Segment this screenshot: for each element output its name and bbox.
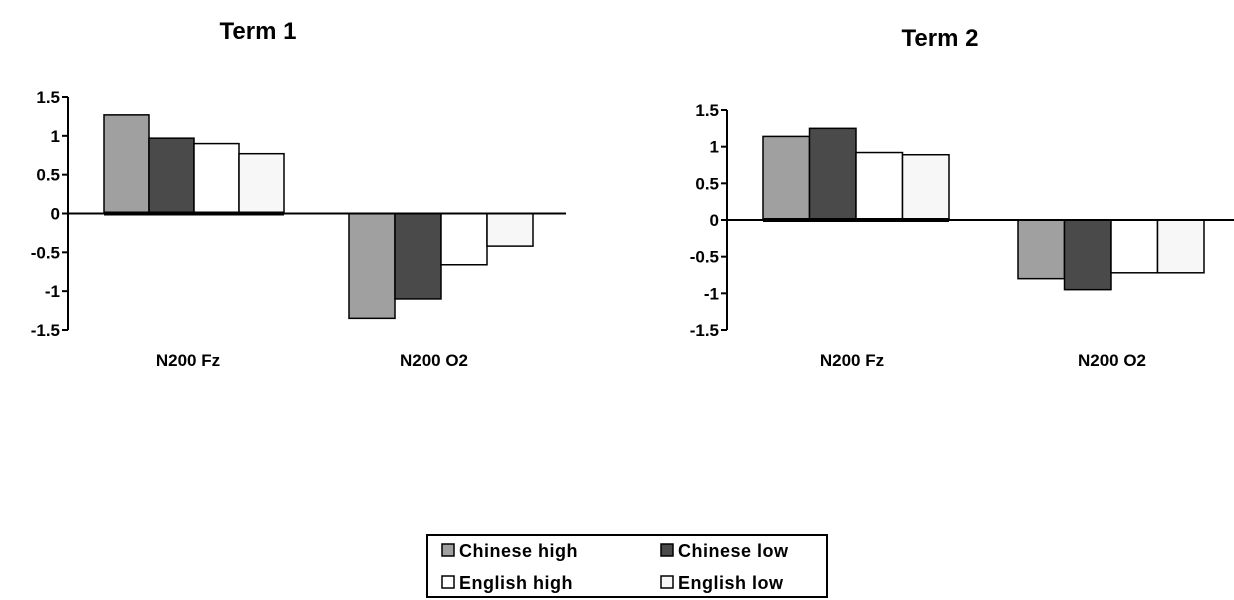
legend-swatch-chinese-low — [660, 543, 674, 557]
bar-chinese-low-1 — [808, 127, 857, 221]
bar-chinese-low-2 — [1063, 219, 1112, 291]
legend-label: Chinese low — [678, 541, 789, 561]
legend-label: Chinese high — [459, 541, 578, 561]
bar-chinese-low-1 — [148, 137, 195, 215]
y-tick-label: -1.5 — [31, 321, 60, 340]
bar-chinese-high-2 — [1017, 219, 1066, 280]
category-label: N200 O2 — [1078, 351, 1146, 370]
bar-chinese-high-1 — [762, 135, 811, 221]
bar-english-low-1 — [901, 153, 950, 221]
chart-title: Term 1 — [220, 18, 297, 45]
y-tick-label: -1 — [45, 282, 60, 301]
legend-label: English low — [678, 573, 784, 593]
y-tick-label: 0 — [710, 211, 719, 230]
y-tick-label: 1.5 — [36, 88, 60, 107]
bar-english-high-2 — [440, 212, 488, 266]
bar-english-low-2 — [1156, 219, 1205, 274]
y-tick-label: 0 — [51, 205, 60, 224]
y-tick-label: -0.5 — [690, 248, 719, 267]
bar-chinese-high-2 — [348, 212, 396, 320]
legend-swatch-english-high — [441, 575, 455, 589]
legend-box — [426, 534, 828, 598]
bar-english-high-1 — [855, 151, 904, 221]
y-tick-label: -0.5 — [31, 243, 60, 262]
bar-chinese-high-1 — [103, 114, 150, 215]
y-tick-label: 0.5 — [36, 166, 60, 185]
legend-label: English high — [459, 573, 573, 593]
y-tick-label: 1 — [710, 138, 719, 157]
y-tick-label: 0.5 — [695, 174, 719, 193]
category-label: N200 Fz — [156, 351, 220, 370]
y-tick-label: -1 — [704, 284, 719, 303]
bar-chinese-low-2 — [394, 212, 442, 300]
chart-title: Term 2 — [902, 25, 979, 52]
y-tick-label: 1 — [51, 127, 60, 146]
bar-english-high-2 — [1110, 219, 1159, 274]
legend: Chinese high Chinese low English high Engli… — [426, 534, 828, 598]
legend-swatch-chinese-high — [441, 543, 455, 557]
category-label: N200 Fz — [820, 351, 884, 370]
y-tick-label: -1.5 — [690, 321, 719, 340]
bar-english-low-2 — [486, 212, 534, 247]
legend-swatch-english-low — [660, 575, 674, 589]
y-tick-label: 1.5 — [695, 101, 719, 120]
category-label: N200 O2 — [400, 351, 468, 370]
bar-english-low-1 — [238, 152, 285, 215]
chart-1: Term 1 1.5 1 0.5 0 -0.5 -1 -1.5 N200 Fz N200 O2 — [31, 18, 566, 370]
bar-english-high-1 — [193, 142, 240, 215]
chart-2: Term 2 1.5 1 0.5 0 -0.5 -1 -1.5 N200 Fz N200 O2 — [690, 25, 1234, 370]
